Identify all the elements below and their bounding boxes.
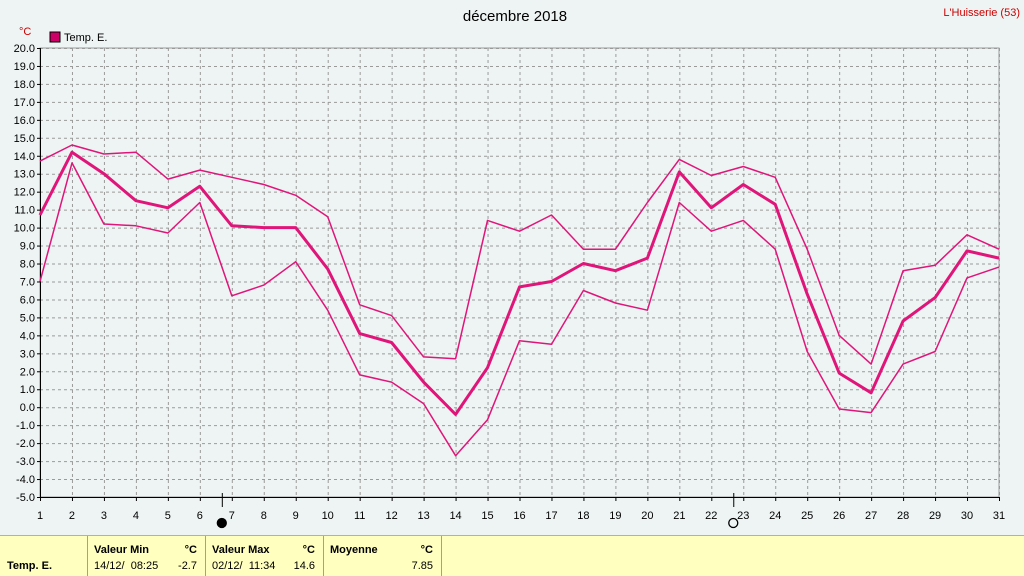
moon-phases xyxy=(216,493,739,529)
x-tick-label: 18 xyxy=(577,510,589,522)
y-tick-label: 18.0 xyxy=(14,79,35,91)
y-tick-label: -2.0 xyxy=(16,438,35,450)
x-tick-label: 19 xyxy=(609,510,621,522)
footer-row-label: Temp. E. xyxy=(7,560,53,572)
x-tick-label: 17 xyxy=(545,510,557,522)
x-axis-ticks: 1 2 3 4 5 6 7 8 9 10 11 12 13 14 15 16 17 18 19 20 21 22 23 24 2… xyxy=(37,497,1005,522)
y-tick-label: 4.0 xyxy=(20,330,35,342)
series-line-min xyxy=(39,162,1000,457)
x-tick-label: 26 xyxy=(833,510,845,522)
y-tick-label: 1.0 xyxy=(20,384,35,396)
x-tick-label: 21 xyxy=(673,510,685,522)
y-tick-label: 20.0 xyxy=(14,43,35,55)
y-tick-label: 7.0 xyxy=(20,276,35,288)
full-moon-icon xyxy=(728,517,739,529)
x-tick-label: 13 xyxy=(417,510,429,522)
x-tick-label: 16 xyxy=(513,510,525,522)
x-tick-label: 29 xyxy=(929,510,941,522)
mean-value: 7.85 xyxy=(411,560,433,572)
footer-max-cell: Valeur Max °C 02/12/ 11:34 14.6 xyxy=(206,536,324,576)
y-tick-label: -3.0 xyxy=(16,456,35,468)
x-tick-label: 5 xyxy=(165,510,171,522)
y-tick-label: 16.0 xyxy=(14,115,35,127)
y-tick-label: 14.0 xyxy=(14,151,35,163)
y-axis-ticks: -5.0 -4.0 -3.0 -2.0 -1.0 0.0 1.0 2.0 3.0 4.0 5.0 6.… xyxy=(14,43,40,504)
y-tick-label: 13.0 xyxy=(14,169,35,181)
x-tick-label: 3 xyxy=(101,510,107,522)
footer-min-cell: Valeur Min °C 14/12/ 08:25 -2.7 xyxy=(88,536,206,576)
min-date: 14/12/ 08:25 xyxy=(94,560,159,572)
temperature-chart: décembre 2018 L'Huisserie (53) °C Temp. … xyxy=(14,7,1020,529)
legend-label: Temp. E. xyxy=(64,32,107,44)
grid xyxy=(39,47,1000,498)
y-tick-label: 0.0 xyxy=(20,402,35,414)
y-tick-label: -4.0 xyxy=(16,474,35,486)
x-tick-label: 28 xyxy=(897,510,909,522)
series-lines xyxy=(38,144,1000,457)
x-tick-label: 12 xyxy=(386,510,398,522)
y-tick-label: 5.0 xyxy=(20,312,35,324)
x-tick-label: 4 xyxy=(133,510,139,522)
max-unit: °C xyxy=(302,544,315,556)
x-tick-label: 23 xyxy=(737,510,749,522)
min-value: -2.7 xyxy=(178,560,197,572)
x-tick-label: 10 xyxy=(322,510,334,522)
x-tick-label: 11 xyxy=(354,510,365,522)
y-tick-label: 2.0 xyxy=(20,366,35,378)
y-tick-label: 8.0 xyxy=(20,259,35,271)
y-tick-label: 12.0 xyxy=(14,187,35,199)
x-tick-label: 1 xyxy=(37,510,43,522)
max-value: 14.6 xyxy=(293,560,315,572)
min-unit: °C xyxy=(184,544,197,556)
new-moon-icon xyxy=(216,517,227,529)
y-tick-label: 3.0 xyxy=(20,348,35,360)
chart-title: décembre 2018 xyxy=(463,8,567,25)
station-name: L'Huisserie (53) xyxy=(943,7,1020,19)
x-tick-label: 6 xyxy=(197,510,203,522)
x-tick-label: 30 xyxy=(961,510,973,522)
footer-mean-cell: Moyenne °C 7.85 xyxy=(324,536,442,576)
y-unit-label: °C xyxy=(19,26,31,38)
mean-header: Moyenne xyxy=(330,544,378,556)
y-tick-label: 11.0 xyxy=(14,205,35,217)
x-tick-label: 25 xyxy=(801,510,813,522)
mean-unit: °C xyxy=(420,544,433,556)
series-line-max xyxy=(39,144,1000,365)
x-tick-label: 7 xyxy=(229,510,235,522)
y-tick-label: 15.0 xyxy=(14,133,35,145)
stats-footer: Temp. E. Valeur Min °C 14/12/ 08:25 -2.7… xyxy=(0,535,1024,576)
y-tick-label: -5.0 xyxy=(16,492,35,504)
max-header: Valeur Max xyxy=(212,544,270,556)
x-tick-label: 8 xyxy=(261,510,267,522)
y-tick-label: 9.0 xyxy=(20,241,35,253)
x-tick-label: 14 xyxy=(449,510,461,522)
y-tick-label: 17.0 xyxy=(14,97,35,109)
x-tick-label: 31 xyxy=(993,510,1005,522)
x-tick-label: 27 xyxy=(865,510,877,522)
x-tick-label: 15 xyxy=(481,510,493,522)
x-tick-label: 24 xyxy=(769,510,781,522)
legend-swatch xyxy=(49,31,61,43)
min-header: Valeur Min xyxy=(94,544,150,556)
series-line-mean xyxy=(38,150,1000,416)
x-tick-label: 9 xyxy=(293,510,299,522)
y-tick-label: 10.0 xyxy=(14,223,35,235)
y-tick-label: 6.0 xyxy=(20,294,35,306)
x-tick-label: 22 xyxy=(705,510,717,522)
y-tick-label: 19.0 xyxy=(14,61,35,73)
max-date: 02/12/ 11:34 xyxy=(212,560,276,572)
footer-label-cell: Temp. E. xyxy=(0,536,88,576)
x-tick-label: 2 xyxy=(69,510,75,522)
y-tick-label: -1.0 xyxy=(16,420,35,432)
x-tick-label: 20 xyxy=(641,510,653,522)
